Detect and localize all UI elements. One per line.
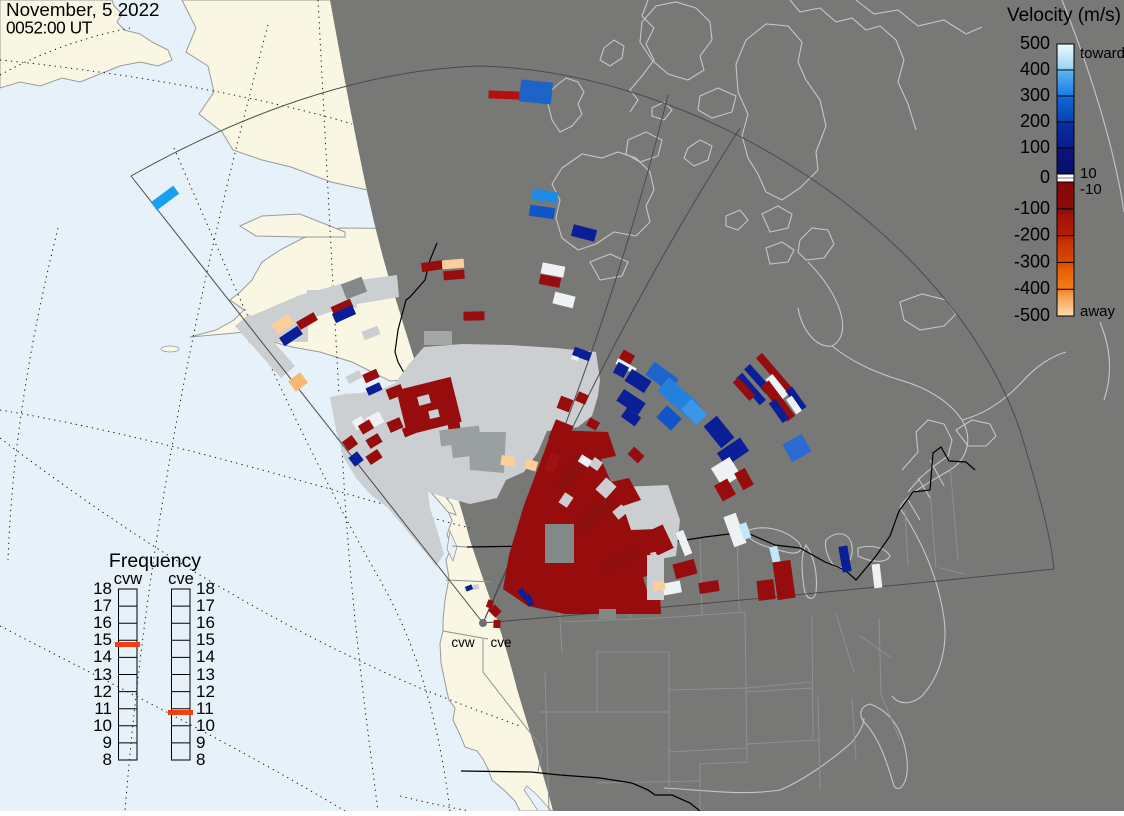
svg-text:13: 13 [196,665,215,684]
svg-text:-100: -100 [1014,198,1050,218]
svg-text:12: 12 [196,682,215,701]
svg-text:away: away [1080,303,1116,320]
svg-text:-300: -300 [1014,251,1050,271]
svg-text:-10: -10 [1080,181,1102,198]
svg-text:15: 15 [196,630,215,649]
svg-text:0052:00 UT: 0052:00 UT [6,18,93,38]
svg-text:17: 17 [196,596,215,615]
svg-text:13: 13 [93,665,112,684]
svg-text:10: 10 [196,716,215,735]
svg-text:14: 14 [93,647,112,666]
svg-text:18: 18 [93,579,112,598]
svg-text:-400: -400 [1014,278,1050,298]
svg-text:500: 500 [1020,33,1050,53]
svg-text:cve: cve [490,635,511,650]
svg-text:cve: cve [168,570,194,588]
svg-text:100: 100 [1020,137,1050,157]
svg-text:cvw: cvw [451,635,475,650]
svg-text:10: 10 [93,716,112,735]
svg-text:17: 17 [93,596,112,615]
svg-text:-500: -500 [1014,305,1050,325]
svg-text:Frequency: Frequency [109,550,201,572]
svg-text:11: 11 [196,699,214,718]
svg-text:9: 9 [196,733,205,752]
svg-text:300: 300 [1020,85,1050,105]
svg-text:200: 200 [1020,111,1050,131]
svg-text:11: 11 [94,699,112,718]
svg-text:Velocity (m/s): Velocity (m/s) [1007,5,1121,26]
svg-text:400: 400 [1020,59,1050,79]
svg-text:November, 5 2022: November, 5 2022 [6,0,159,20]
svg-text:-200: -200 [1014,225,1050,245]
svg-text:16: 16 [196,613,215,632]
svg-text:15: 15 [93,630,112,649]
svg-text:14: 14 [196,647,215,666]
svg-text:toward: toward [1080,45,1124,62]
svg-text:18: 18 [196,579,215,598]
svg-text:0: 0 [1040,167,1050,187]
svg-text:16: 16 [93,613,112,632]
svg-text:8: 8 [103,750,112,769]
svg-text:10: 10 [1080,165,1097,182]
svg-text:cvw: cvw [114,570,143,588]
svg-text:8: 8 [196,750,205,769]
svg-text:12: 12 [93,682,112,701]
svg-text:9: 9 [103,733,112,752]
